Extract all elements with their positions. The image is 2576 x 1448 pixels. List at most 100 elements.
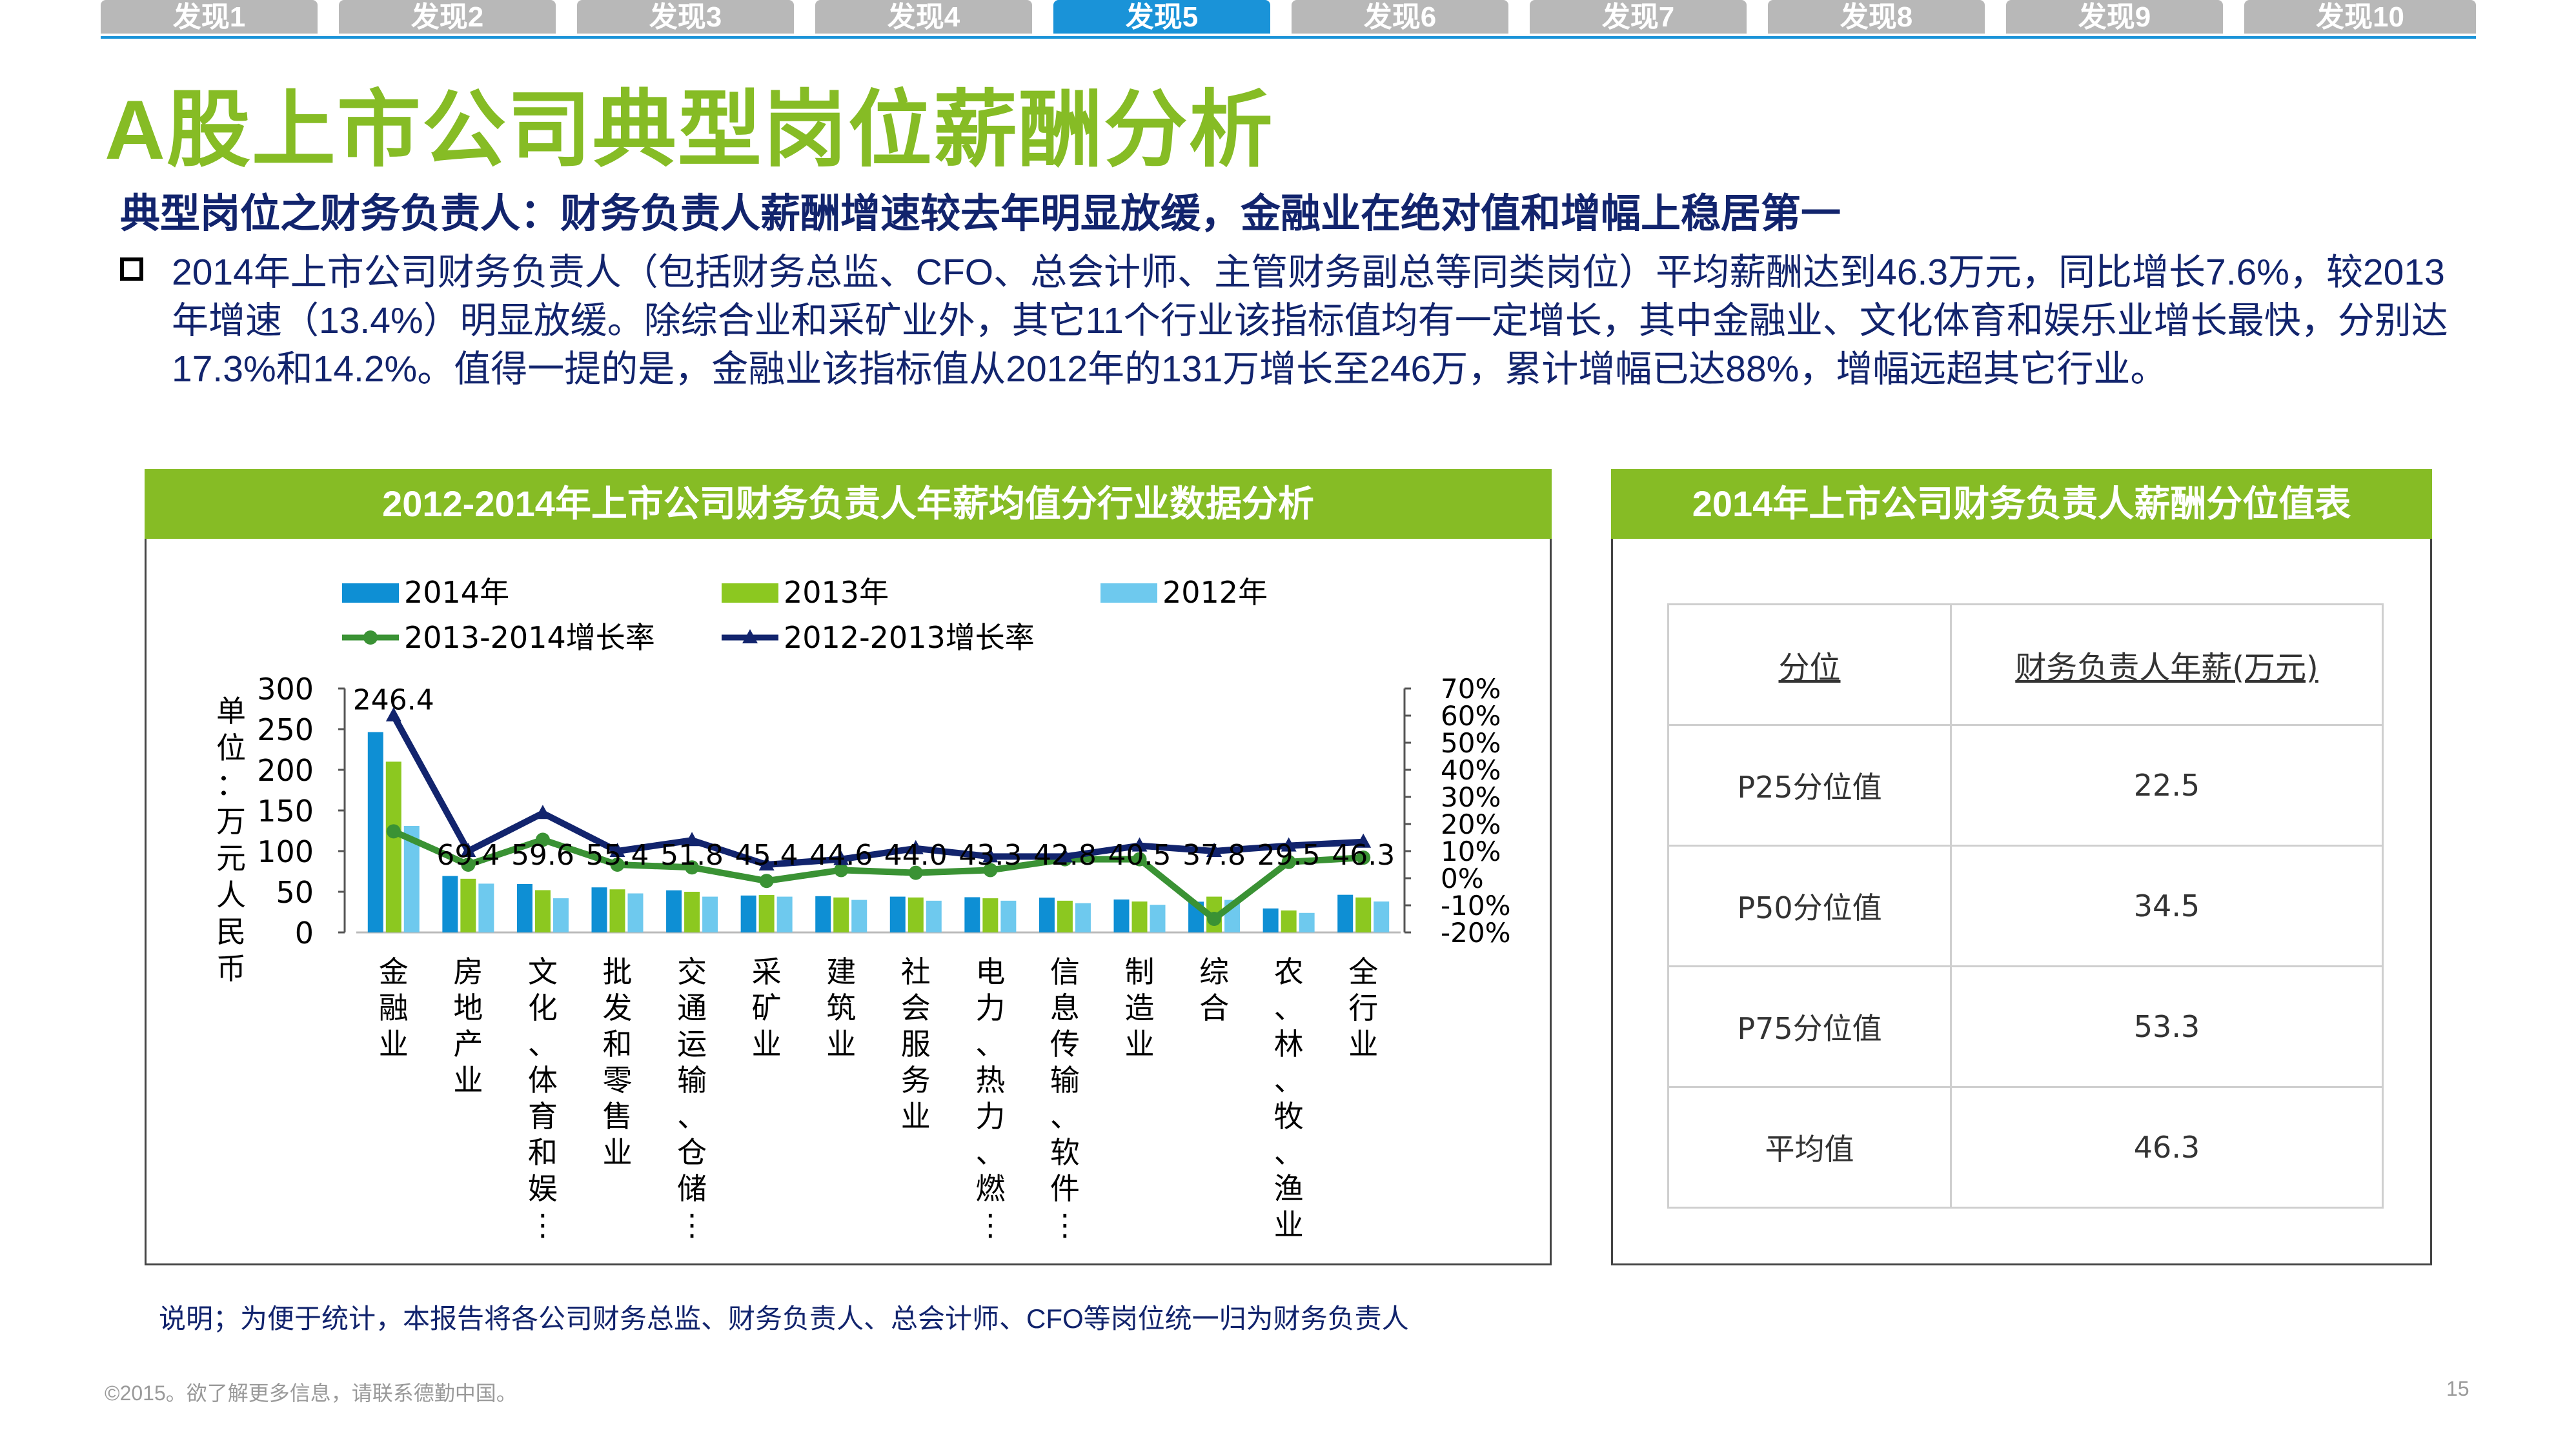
table-row-value: 53.3 (1950, 965, 2384, 1088)
series-line-1 (390, 714, 1364, 868)
legend-marker-3 (363, 630, 378, 645)
y-axis-label-char: 元 (216, 841, 246, 876)
data-label-8: 43.3 (958, 839, 1022, 872)
category-label-char: 软 (1050, 1135, 1080, 1170)
bar-1-6 (833, 897, 849, 932)
category-label-char: 零 (603, 1063, 633, 1098)
category-label-char: 业 (1274, 1207, 1304, 1242)
bar-0-8 (964, 897, 980, 932)
right-axis-tick-label: 60% (1441, 700, 1501, 732)
table-row-value: 34.5 (1950, 845, 2384, 967)
tab-finding-8[interactable]: 发现8 (1768, 0, 1985, 34)
tab-finding-6[interactable]: 发现6 (1292, 0, 1508, 34)
tab-finding-9[interactable]: 发现9 (2006, 0, 2223, 34)
category-label-char: 林 (1274, 1027, 1304, 1061)
chart-legend: 2014年 2013年 2012年 2013-2014增长率 2012-2013增长率 (342, 575, 1268, 655)
category-label-char: 业 (752, 1027, 782, 1061)
category-label-char: 、 (677, 1099, 707, 1134)
category-label-char: 信 (1050, 954, 1080, 989)
bar-1-0 (385, 761, 401, 932)
bar-0-4 (666, 890, 682, 932)
line-point-0-11 (1207, 912, 1222, 926)
category-label-char: 通 (677, 990, 707, 1025)
line-point-0-13 (1356, 850, 1371, 865)
category-label-char: 储 (677, 1171, 707, 1206)
category-label-char: 社 (901, 954, 931, 989)
legend-swatch-0 (342, 583, 399, 603)
tab-bar: 发现1 发现2 发现3 发现4 发现5 发现6 发现7 发现8 发现9 发现10 (101, 0, 2476, 37)
bar-0-0 (367, 732, 383, 932)
tab-finding-3[interactable]: 发现3 (577, 0, 794, 34)
category-label-char: 电 (975, 954, 1005, 989)
line-point-1-4 (684, 832, 700, 847)
page-subtitle: 典型岗位之财务负责人：财务负责人薪酬增速较去年明显放缓，金融业在绝对值和增幅上稳… (120, 192, 1841, 236)
bar-series (356, 732, 1401, 934)
line-point-1-2 (534, 805, 551, 820)
tab-finding-10[interactable]: 发现10 (2244, 0, 2476, 34)
category-label-char: 力 (975, 990, 1005, 1025)
category-label-char: 输 (677, 1063, 707, 1098)
line-point-1-1 (460, 843, 476, 857)
bar-1-10 (1131, 901, 1148, 932)
line-point-1-13 (1355, 833, 1372, 848)
bar-1-8 (982, 898, 999, 932)
tab-finding-2[interactable]: 发现2 (339, 0, 556, 34)
category-label-char: 化 (528, 990, 558, 1025)
legend-swatch-2 (1100, 583, 1157, 603)
category-label-char: 渔 (1274, 1171, 1304, 1206)
category-label-char: 制 (1125, 954, 1155, 989)
category-label-char: 金 (379, 954, 409, 989)
bar-2-6 (851, 900, 867, 932)
category-label-char: 体 (528, 1063, 558, 1098)
bar-2-13 (1374, 901, 1390, 932)
category-label-char: 业 (901, 1099, 931, 1134)
line-series (385, 707, 1372, 926)
bullet-text: 2014年上市公司财务负责人（包括财务总监、CFO、总会计师、主管财务副总等同类… (172, 252, 2448, 390)
line-point-1-12 (1281, 837, 1297, 852)
line-point-1-6 (833, 850, 849, 865)
bar-0-9 (1039, 898, 1055, 932)
bar-1-13 (1355, 897, 1372, 932)
data-label-1: 69.4 (436, 839, 500, 872)
bar-2-8 (1000, 900, 1017, 932)
line-point-0-5 (759, 874, 774, 889)
left-axis-tick-label: 250 (257, 712, 314, 747)
left-axis-tick-label: 200 (257, 753, 314, 788)
bar-0-6 (815, 896, 831, 932)
bar-2-2 (553, 898, 569, 932)
category-label-char: 行 (1348, 990, 1378, 1025)
bar-0-7 (889, 896, 906, 932)
line-point-0-12 (1281, 854, 1296, 869)
category-label-char: 筑 (826, 990, 856, 1025)
line-point-1-3 (609, 843, 625, 857)
category-label-char: 热 (975, 1063, 1005, 1098)
line-point-1-9 (1057, 848, 1073, 863)
bar-0-13 (1337, 894, 1354, 932)
line-point-0-2 (535, 832, 550, 847)
line-point-0-8 (983, 863, 998, 878)
tab-finding-7[interactable]: 发现7 (1530, 0, 1747, 34)
bar-2-5 (776, 896, 793, 932)
series-line-0 (392, 828, 1364, 922)
bar-0-10 (1113, 899, 1130, 932)
category-label-char: 、 (1274, 1063, 1304, 1098)
bar-1-4 (684, 892, 700, 932)
bar-2-10 (1150, 905, 1166, 932)
table-row-value: 22.5 (1950, 724, 2384, 847)
page-title: A股上市公司典型岗位薪酬分析 (105, 83, 1274, 177)
checkbox-bullet-icon (120, 257, 143, 281)
tab-finding-4[interactable]: 发现4 (815, 0, 1032, 34)
table-row-value: 46.3 (1950, 1086, 2384, 1209)
right-axis-tick-label: 0% (1441, 863, 1484, 894)
bar-0-12 (1263, 908, 1279, 932)
line-point-0-4 (685, 860, 700, 875)
tab-finding-5[interactable]: 发现5 (1053, 0, 1270, 34)
tab-finding-1[interactable]: 发现1 (101, 0, 318, 34)
legend-label-3: 2013-2014增长率 (404, 620, 655, 655)
bar-2-9 (1075, 903, 1091, 932)
bar-1-12 (1281, 910, 1297, 932)
category-label-char: 燃 (975, 1171, 1005, 1206)
category-label-char: 业 (453, 1063, 483, 1098)
bar-2-7 (926, 900, 942, 932)
